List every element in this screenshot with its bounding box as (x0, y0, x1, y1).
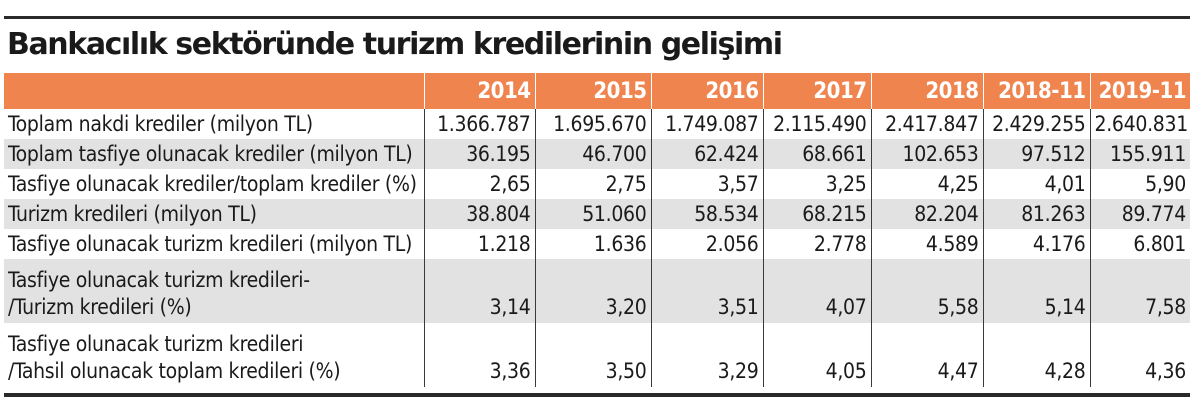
table-cell: 3,51 (650, 259, 763, 323)
table-cell: 6.801 (1089, 229, 1190, 259)
table-cell: 4,07 (762, 259, 871, 323)
table-cell: 2.115.490 (762, 109, 871, 139)
table-cell: 51.060 (534, 199, 651, 229)
table-cell: 2.429.255 (982, 109, 1090, 139)
table-cell: 4,36 (1089, 323, 1190, 387)
table-row: Toplam tasfiye olunacak krediler (milyon… (4, 139, 1190, 169)
header-col-2014: 2014 (423, 73, 535, 109)
table-cell: 46.700 (534, 139, 651, 169)
table-cell: 102.653 (870, 139, 983, 169)
header-col-2019-11: 2019-11 (1089, 73, 1190, 109)
table-cell: 4,47 (870, 323, 983, 387)
table-cell: 155.911 (1089, 139, 1190, 169)
top-rule (4, 16, 1190, 19)
header-col-2018-11: 2018-11 (982, 73, 1090, 109)
tourism-credits-table: 2014 2015 2016 2017 2018 2018-11 2019-11… (4, 73, 1190, 387)
table-cell: 1.749.087 (650, 109, 763, 139)
table-cell: 3,29 (650, 323, 763, 387)
table-cell: 68.215 (762, 199, 871, 229)
header-col-2016: 2016 (650, 73, 763, 109)
table-cell: 5,58 (870, 259, 983, 323)
table-cell: 4,01 (982, 169, 1090, 199)
table-cell: 2,65 (423, 169, 535, 199)
table-cell: 2,75 (534, 169, 651, 199)
table-row: Turizm kredileri (milyon TL) 38.804 51.0… (4, 199, 1190, 229)
row-label-line-1: Tasfiye olunacak turizm kredileri (8, 332, 304, 356)
header-label-col (4, 73, 424, 109)
table-row: Tasfiye olunacak turizm kredileri/Tahsil… (4, 323, 1190, 387)
table-cell: 3,50 (534, 323, 651, 387)
table-cell: 82.204 (870, 199, 983, 229)
table-cell: 2.640.831 (1089, 109, 1190, 139)
row-label: Tasfiye olunacak turizm kredileri/Tahsil… (4, 323, 424, 387)
row-label-line-1: Tasfiye olunacak turizm kredileri- (8, 268, 310, 292)
table-cell: 81.263 (982, 199, 1090, 229)
table-cell: 68.661 (762, 139, 871, 169)
table-row: Tasfiye olunacak krediler/toplam kredile… (4, 169, 1190, 199)
table-row: Toplam nakdi krediler (milyon TL) 1.366.… (4, 109, 1190, 139)
row-label-line-2: /Turizm kredileri (%) (8, 295, 192, 319)
table-cell: 1.366.787 (423, 109, 535, 139)
table-cell: 3,57 (650, 169, 763, 199)
table-cell: 4,28 (982, 323, 1090, 387)
table-cell: 1.636 (534, 229, 651, 259)
table-row: Tasfiye olunacak turizm kredileri- /Turiz… (4, 259, 1190, 323)
bottom-rule (4, 393, 1190, 397)
table-cell: 3,25 (762, 169, 871, 199)
row-label: Toplam nakdi krediler (milyon TL) (8, 111, 313, 136)
table-cell: 4,05 (762, 323, 871, 387)
table-cell: 1.695.670 (534, 109, 651, 139)
row-label: Toplam tasfiye olunacak krediler (milyon… (4, 139, 424, 169)
table-title: Bankacılık sektöründe turizm kredilerini… (7, 27, 783, 62)
row-label: Tasfiye olunacak turizm kredileri- /Turiz… (4, 259, 424, 323)
table-cell: 38.804 (423, 199, 535, 229)
table-cell: 1.218 (423, 229, 535, 259)
row-label-line-2: /Tahsil olunacak toplam kredileri (%) (8, 359, 341, 383)
table-cell: 97.512 (982, 139, 1090, 169)
header-row: 2014 2015 2016 2017 2018 2018-11 2019-11 (4, 73, 1190, 109)
table-cell: 62.424 (650, 139, 763, 169)
table-cell: 4,25 (870, 169, 983, 199)
table-cell: 3,20 (534, 259, 651, 323)
table-cell: 4.176 (982, 229, 1090, 259)
table-cell: 89.774 (1089, 199, 1190, 229)
table-cell: 5,14 (982, 259, 1090, 323)
table-cell: 5,90 (1089, 169, 1190, 199)
row-label: Tasfiye olunacak krediler/toplam kredile… (8, 171, 417, 196)
row-label: Tasfiye olunacak turizm kredileri (milyo… (8, 231, 413, 256)
table-cell: 2.417.847 (870, 109, 983, 139)
table-cell: 7,58 (1089, 259, 1190, 323)
header-col-2015: 2015 (534, 73, 651, 109)
header-col-2018: 2018 (870, 73, 983, 109)
table-cell: 3,36 (423, 323, 535, 387)
table-cell: 2.056 (650, 229, 763, 259)
table-cell: 36.195 (423, 139, 535, 169)
table-cell: 3,14 (423, 259, 535, 323)
table-cell: 2.778 (762, 229, 871, 259)
row-label: Turizm kredileri (milyon TL) (4, 199, 424, 229)
table-row: Tasfiye olunacak turizm kredileri (milyo… (4, 229, 1190, 259)
table-cell: 4.589 (870, 229, 983, 259)
header-col-2017: 2017 (762, 73, 871, 109)
table-cell: 58.534 (650, 199, 763, 229)
